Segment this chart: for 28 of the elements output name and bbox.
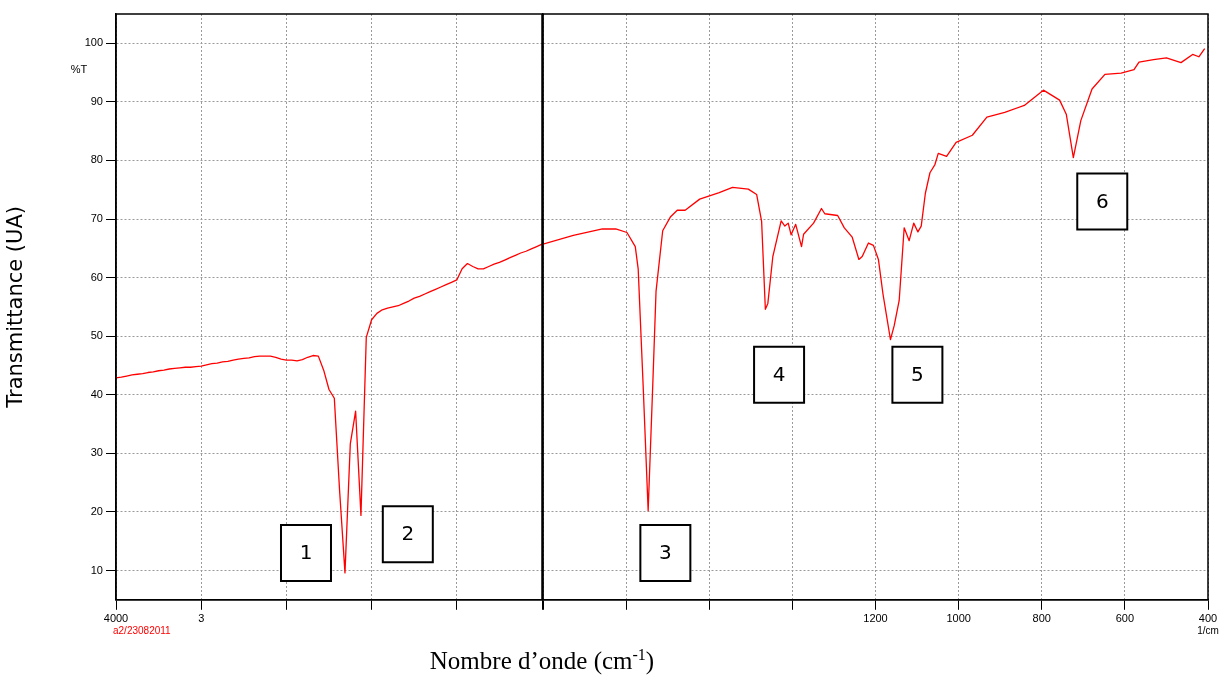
- x-tick-label: 1200: [863, 612, 888, 625]
- x-tick-label: 3: [198, 612, 205, 625]
- x-tick-label: 1000: [946, 612, 971, 625]
- y-tick-label: 30: [90, 446, 103, 459]
- y-tick-label: 20: [90, 504, 103, 517]
- y-tick-label: 50: [90, 329, 103, 342]
- annotation: 2: [401, 521, 415, 546]
- y-tick-label: 90: [90, 94, 103, 107]
- annotation: 4: [772, 362, 786, 387]
- annotation: 5: [911, 362, 924, 387]
- annotation: 1: [299, 540, 313, 565]
- x-tick-label: 800: [1032, 612, 1051, 625]
- y-tick-label: 80: [90, 153, 103, 166]
- y-axis-title: Transmittance (UA): [3, 206, 28, 409]
- annotation: 3: [658, 540, 672, 565]
- y-tick-label: 100: [84, 36, 103, 49]
- text: a2/23082011: [113, 624, 172, 636]
- x-axis-title: Nombre d’onde (cm$^{-1}$): [428, 646, 656, 676]
- y-tick-label: 70: [90, 212, 103, 225]
- text: %T: [70, 63, 88, 76]
- x-tick-label: 600: [1115, 612, 1135, 625]
- annotation: 6: [1095, 188, 1109, 213]
- y-tick-label: 10: [90, 563, 103, 576]
- x-tick-label: 4000: [103, 612, 129, 625]
- x-tick-label: 400: [1198, 612, 1218, 625]
- y-tick-label: 40: [90, 387, 103, 400]
- y-tick-label: 60: [90, 270, 103, 283]
- text: 1/cm: [1197, 624, 1219, 636]
